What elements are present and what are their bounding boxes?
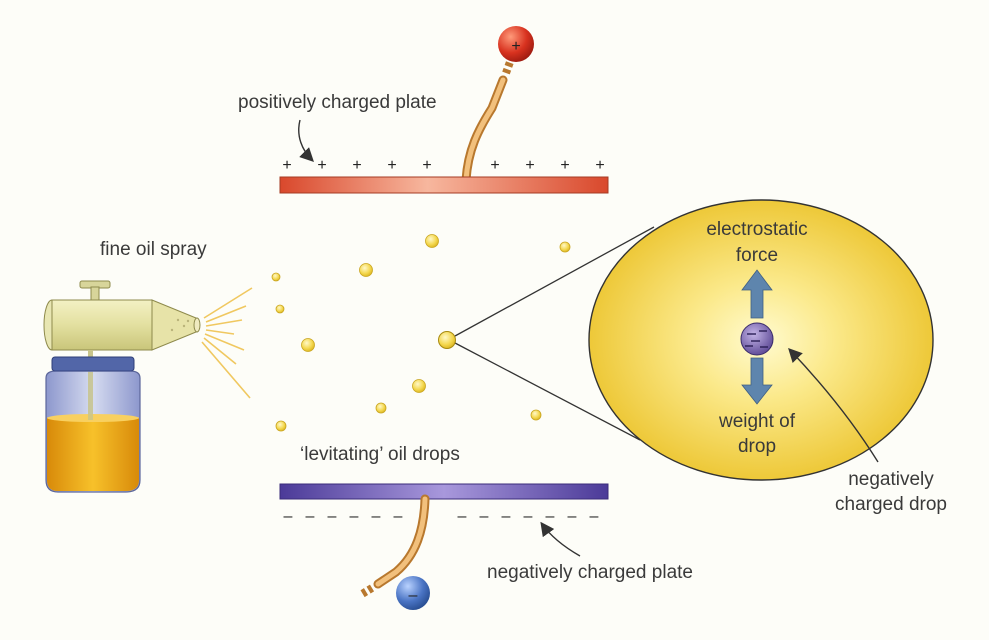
focused-oil-drop [438, 331, 456, 349]
negative-drop-pointer [788, 347, 879, 463]
plate-charge: + [317, 157, 326, 174]
plate-charge: + [595, 157, 604, 174]
oil-drop-icon [425, 234, 439, 248]
plate-charge: – [590, 508, 599, 525]
plate-charge: + [352, 157, 361, 174]
negative-plate-pointer [540, 521, 581, 557]
plate-charge: – [480, 508, 489, 525]
force-label: force [736, 245, 778, 266]
oil-drop-icon [301, 338, 315, 352]
oil-drop-icon [559, 241, 571, 253]
oil-drop-icon [530, 409, 542, 421]
positive-plate [279, 176, 609, 194]
plate-charge: – [306, 508, 315, 525]
positive-plate-label: positively charged plate [238, 92, 437, 113]
oil-drop-icon [375, 402, 387, 414]
oil-drop-icon [275, 420, 287, 432]
plate-charge: – [394, 508, 403, 525]
zoom-connector [454, 226, 655, 441]
plate-charge: – [524, 508, 533, 525]
levitating-drops-label: ‘levitating’ oil drops [300, 444, 460, 465]
oil-drops [271, 234, 571, 432]
plate-charge: – [372, 508, 381, 525]
zoomed-drop-view: electrostatic force weight of drop [588, 199, 934, 481]
electrostatic-label: electrostatic [706, 219, 807, 240]
plate-charge: – [284, 508, 293, 525]
fine-oil-spray-label: fine oil spray [100, 239, 207, 260]
drop-label: drop [738, 436, 776, 457]
plate-charge: – [328, 508, 337, 525]
charged-drop-label: charged drop [835, 494, 947, 515]
electrostatic-force-arrow [741, 269, 773, 319]
oil-drop-icon [359, 263, 373, 277]
plate-charge: + [560, 157, 569, 174]
negative-plate-label: negatively charged plate [487, 562, 693, 583]
negative-plate-assembly: – – – – – – – – – – – – – – – ‘levitatin… [279, 444, 693, 610]
oil-drop-icon [271, 272, 281, 282]
plate-charge: – [350, 508, 359, 525]
weight-arrow [741, 357, 773, 405]
positive-plate-pointer [298, 119, 314, 162]
plate-charge: + [422, 157, 431, 174]
positive-terminal-icon: + [498, 26, 534, 62]
oil-drop-icon [275, 304, 285, 314]
negative-terminal-icon: – [396, 576, 430, 610]
plate-charge: – [502, 508, 511, 525]
plate-charge: – [458, 508, 467, 525]
top-plate-charges: + + + + + + + + + [282, 157, 604, 174]
negative-plate [279, 483, 609, 500]
positive-terminal-sign: + [511, 38, 520, 55]
plate-charge: + [282, 157, 291, 174]
plate-charge: + [387, 157, 396, 174]
plate-charge: + [490, 157, 499, 174]
spray-bottle-icon [43, 280, 201, 493]
positive-plate-assembly: + + + + + + + + + + positively charged p… [238, 26, 609, 194]
negative-terminal-sign: – [409, 587, 418, 604]
plate-charge: – [546, 508, 555, 525]
plate-charge: + [525, 157, 534, 174]
oil-drop-icon [412, 379, 426, 393]
bottom-plate-charges: – – – – – – – – – – – – – – [284, 508, 599, 525]
plate-charge: – [568, 508, 577, 525]
negatively-label: negatively [848, 469, 934, 490]
spray-lines [201, 287, 253, 399]
negative-drop-icon [740, 322, 774, 356]
weight-label: weight of [718, 411, 796, 432]
